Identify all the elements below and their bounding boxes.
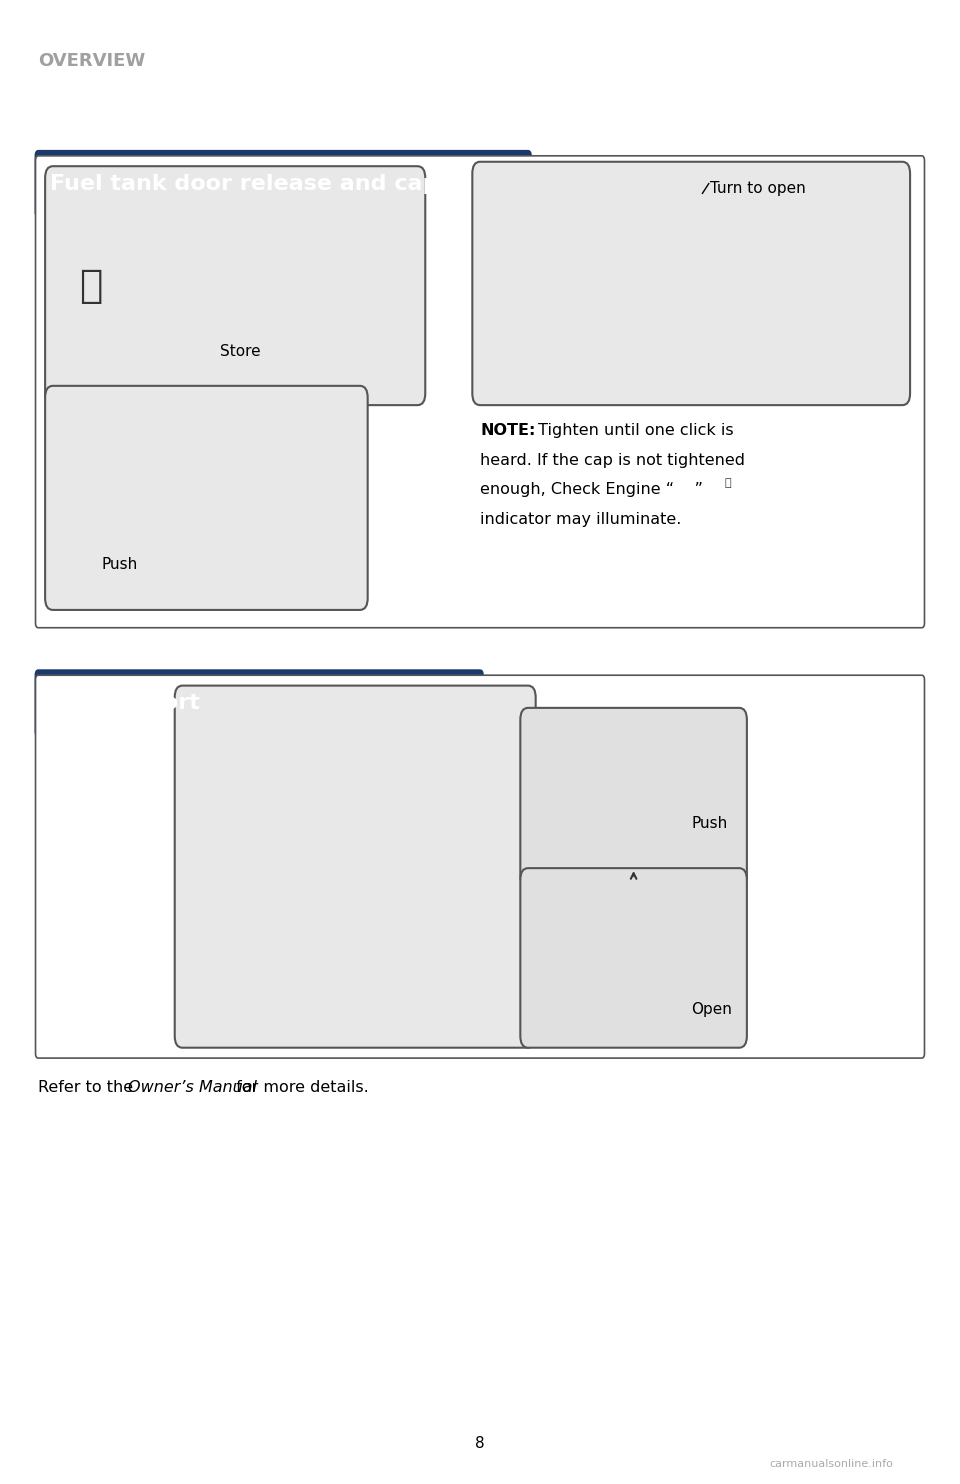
Text: 8: 8 xyxy=(475,1437,485,1451)
FancyBboxPatch shape xyxy=(45,166,425,405)
Text: Owner’s Manual: Owner’s Manual xyxy=(128,1080,256,1095)
Text: ⛽: ⛽ xyxy=(80,267,103,304)
FancyBboxPatch shape xyxy=(175,686,536,1048)
Text: 🚨: 🚨 xyxy=(725,478,732,488)
Text: enough, Check Engine “    ”: enough, Check Engine “ ” xyxy=(480,482,703,497)
Text: NOTE:: NOTE: xyxy=(480,423,536,438)
Text: Charge port: Charge port xyxy=(50,693,200,714)
Text: Open: Open xyxy=(691,1002,732,1017)
FancyBboxPatch shape xyxy=(45,386,368,610)
Text: indicator may illuminate.: indicator may illuminate. xyxy=(480,512,682,527)
Text: Turn to open: Turn to open xyxy=(710,181,806,196)
FancyBboxPatch shape xyxy=(36,675,924,1058)
Text: heard. If the cap is not tightened: heard. If the cap is not tightened xyxy=(480,453,745,467)
Text: carmanualsonline.info: carmanualsonline.info xyxy=(769,1459,893,1469)
FancyBboxPatch shape xyxy=(35,669,484,738)
Text: for more details.: for more details. xyxy=(231,1080,369,1095)
Text: Tighten until one click is: Tighten until one click is xyxy=(533,423,733,438)
FancyBboxPatch shape xyxy=(472,162,910,405)
FancyBboxPatch shape xyxy=(36,156,924,628)
Text: Fuel tank door release and cap: Fuel tank door release and cap xyxy=(50,174,439,194)
Text: OVERVIEW: OVERVIEW xyxy=(38,52,146,70)
Text: Push: Push xyxy=(691,816,728,831)
FancyBboxPatch shape xyxy=(520,868,747,1048)
FancyBboxPatch shape xyxy=(35,150,532,218)
Text: Push: Push xyxy=(102,556,138,571)
Text: Refer to the: Refer to the xyxy=(38,1080,138,1095)
FancyBboxPatch shape xyxy=(520,708,747,887)
Text: Store: Store xyxy=(220,344,260,359)
